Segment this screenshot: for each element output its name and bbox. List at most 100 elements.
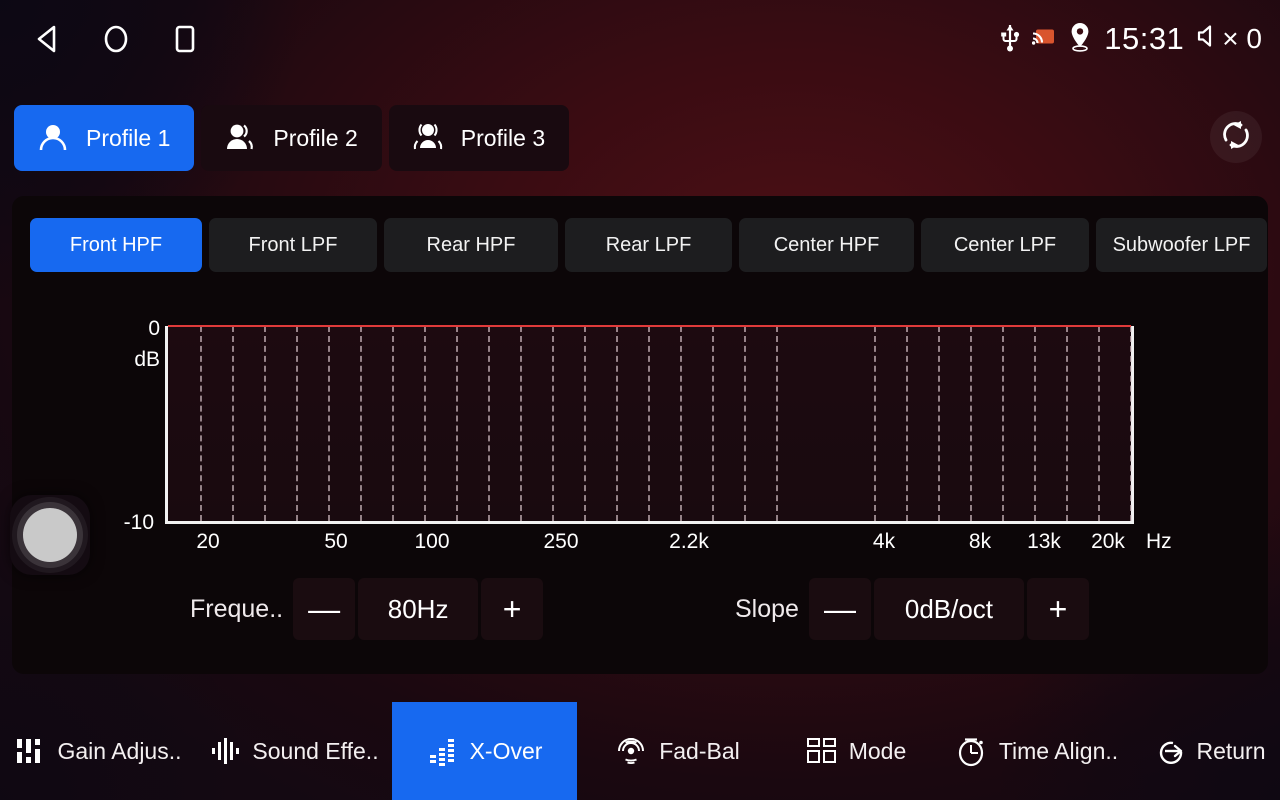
profile-tab-3[interactable]: Profile 3: [388, 105, 570, 171]
volume-mute-icon: [1195, 23, 1220, 56]
location-pin-icon: [1067, 21, 1093, 58]
parameter-controls: Freque.. — 80Hz + Slope — 0dB/oct +: [12, 578, 1268, 648]
assistive-touch-knob-inner: [23, 508, 77, 562]
grid-line: [200, 326, 202, 521]
grid-line: [1034, 326, 1036, 521]
grid-line: [1098, 326, 1100, 521]
two-person-icon: [221, 119, 259, 157]
grid-line: [1066, 326, 1068, 521]
slope-plus-label: +: [1048, 591, 1068, 627]
grid-line: [744, 326, 746, 521]
mode-grid-icon: [806, 735, 838, 767]
frequency-label: Freque..: [190, 594, 284, 623]
grid-line: [232, 326, 234, 521]
grid-line: [264, 326, 266, 521]
triangle-back-icon[interactable]: [30, 22, 64, 56]
slope-control: Slope — 0dB/oct +: [735, 578, 1089, 640]
slope-decrease-button[interactable]: —: [808, 578, 871, 640]
slope-increase-button[interactable]: +: [1026, 578, 1089, 640]
slope-value[interactable]: 0dB/oct: [873, 578, 1024, 640]
filter-tab-bar: Front HPF Front LPF Rear HPF Rear LPF Ce…: [30, 218, 1267, 272]
y-axis-tick-0: 0: [148, 317, 160, 340]
status-clock: 15:31: [1104, 21, 1185, 56]
arrow-return-icon: [1153, 735, 1185, 767]
filter-tab-rear-lpf-label: Rear LPF: [605, 233, 692, 256]
filter-tab-rear-lpf[interactable]: Rear LPF: [565, 218, 732, 272]
x-axis-tick-4k: 4k: [872, 530, 896, 553]
y-axis-label-db: dB: [134, 348, 160, 371]
square-recents-icon[interactable]: [168, 22, 202, 56]
refresh-reset-icon: [1219, 118, 1253, 157]
nav-item-return[interactable]: Return: [1139, 702, 1280, 800]
x-axis-tick-250: 250: [543, 530, 579, 553]
filter-tab-front-hpf[interactable]: Front HPF: [30, 218, 202, 272]
gain-sliders-icon: [14, 735, 46, 767]
nav-item-fad-bal[interactable]: Fad-Bal: [577, 702, 777, 800]
nav-item-gain-adjust[interactable]: Gain Adjus..: [0, 702, 196, 800]
filter-tab-rear-hpf[interactable]: Rear HPF: [384, 218, 558, 272]
y-axis-tick-min10: -10: [123, 511, 154, 534]
crossover-response-chart: 0 dB -10 20 50 100 250 2.2k 4k 8k 13k 20…: [12, 306, 1268, 556]
volume-indicator: × 0: [1195, 23, 1262, 56]
frequency-control: Freque.. — 80Hz +: [190, 578, 544, 640]
profile-tab-3-label: Profile 3: [460, 124, 546, 151]
x-axis-tick-100: 100: [414, 530, 450, 553]
assistive-touch-knob[interactable]: [10, 495, 90, 575]
grid-line: [392, 326, 394, 521]
grid-line: [584, 326, 586, 521]
crossover-panel: Front HPF Front LPF Rear HPF Rear LPF Ce…: [12, 196, 1268, 674]
reset-button[interactable]: [1210, 111, 1262, 163]
profile-tab-1-label: Profile 1: [86, 124, 171, 151]
x-axis-unit-label: Hz: [1146, 530, 1172, 553]
screen-cast-icon: [1032, 27, 1056, 52]
three-person-icon: [409, 119, 447, 157]
frequency-decrease-button[interactable]: —: [293, 578, 356, 640]
grid-line: [776, 326, 778, 521]
nav-item-sound-effect-label: Sound Effe..: [252, 737, 379, 764]
grid-line: [648, 326, 650, 521]
filter-tab-center-lpf[interactable]: Center LPF: [921, 218, 1089, 272]
profile-tab-2[interactable]: Profile 2: [201, 105, 382, 171]
grid-line: [360, 326, 362, 521]
sound-waveform-icon: [209, 735, 241, 767]
filter-tab-center-lpf-label: Center LPF: [953, 233, 1057, 256]
fade-balance-icon: [614, 734, 648, 768]
x-axis-tick-20k: 20k: [1091, 530, 1125, 553]
nav-item-mode[interactable]: Mode: [777, 702, 935, 800]
x-axis-tick-50: 50: [324, 530, 348, 553]
filter-tab-rear-hpf-label: Rear HPF: [426, 233, 516, 256]
slope-label: Slope: [735, 594, 799, 623]
frequency-increase-button[interactable]: +: [481, 578, 544, 640]
frequency-value[interactable]: 80Hz: [358, 578, 479, 640]
profile-tab-1[interactable]: Profile 1: [14, 105, 195, 171]
usb-icon: [999, 22, 1021, 57]
nav-item-return-label: Return: [1196, 737, 1266, 764]
grid-line: [874, 326, 876, 521]
x-axis-tick-8k: 8k: [968, 530, 992, 553]
grid-line: [906, 326, 908, 521]
profile-tab-2-label: Profile 2: [273, 124, 358, 151]
nav-item-sound-effect[interactable]: Sound Effe..: [196, 702, 392, 800]
response-curve: [168, 325, 1131, 327]
grid-line: [456, 326, 458, 521]
grid-line: [488, 326, 490, 521]
nav-item-fad-bal-label: Fad-Bal: [659, 737, 740, 764]
nav-item-time-alignment[interactable]: Time Align..: [935, 702, 1139, 800]
status-indicators: 15:31 × 0: [999, 0, 1262, 78]
nav-item-x-over[interactable]: X-Over: [392, 702, 577, 800]
x-axis-tick-20: 20: [196, 530, 220, 553]
status-bar: 15:31 × 0: [0, 0, 1280, 78]
x-axis-tick-13k: 13k: [1027, 530, 1061, 553]
circle-home-icon[interactable]: [99, 22, 133, 56]
filter-tab-center-hpf[interactable]: Center HPF: [739, 218, 914, 272]
grid-line: [680, 326, 682, 521]
filter-tab-subwoofer-lpf[interactable]: Subwoofer LPF: [1096, 218, 1267, 272]
slope-minus-label: —: [823, 591, 856, 627]
grid-line: [1130, 326, 1132, 521]
volume-value: × 0: [1222, 23, 1262, 54]
stopwatch-icon: [956, 735, 988, 767]
filter-tab-front-lpf[interactable]: Front LPF: [209, 218, 377, 272]
grid-line: [712, 326, 714, 521]
grid-line: [970, 326, 972, 521]
plot-area[interactable]: [165, 325, 1134, 524]
